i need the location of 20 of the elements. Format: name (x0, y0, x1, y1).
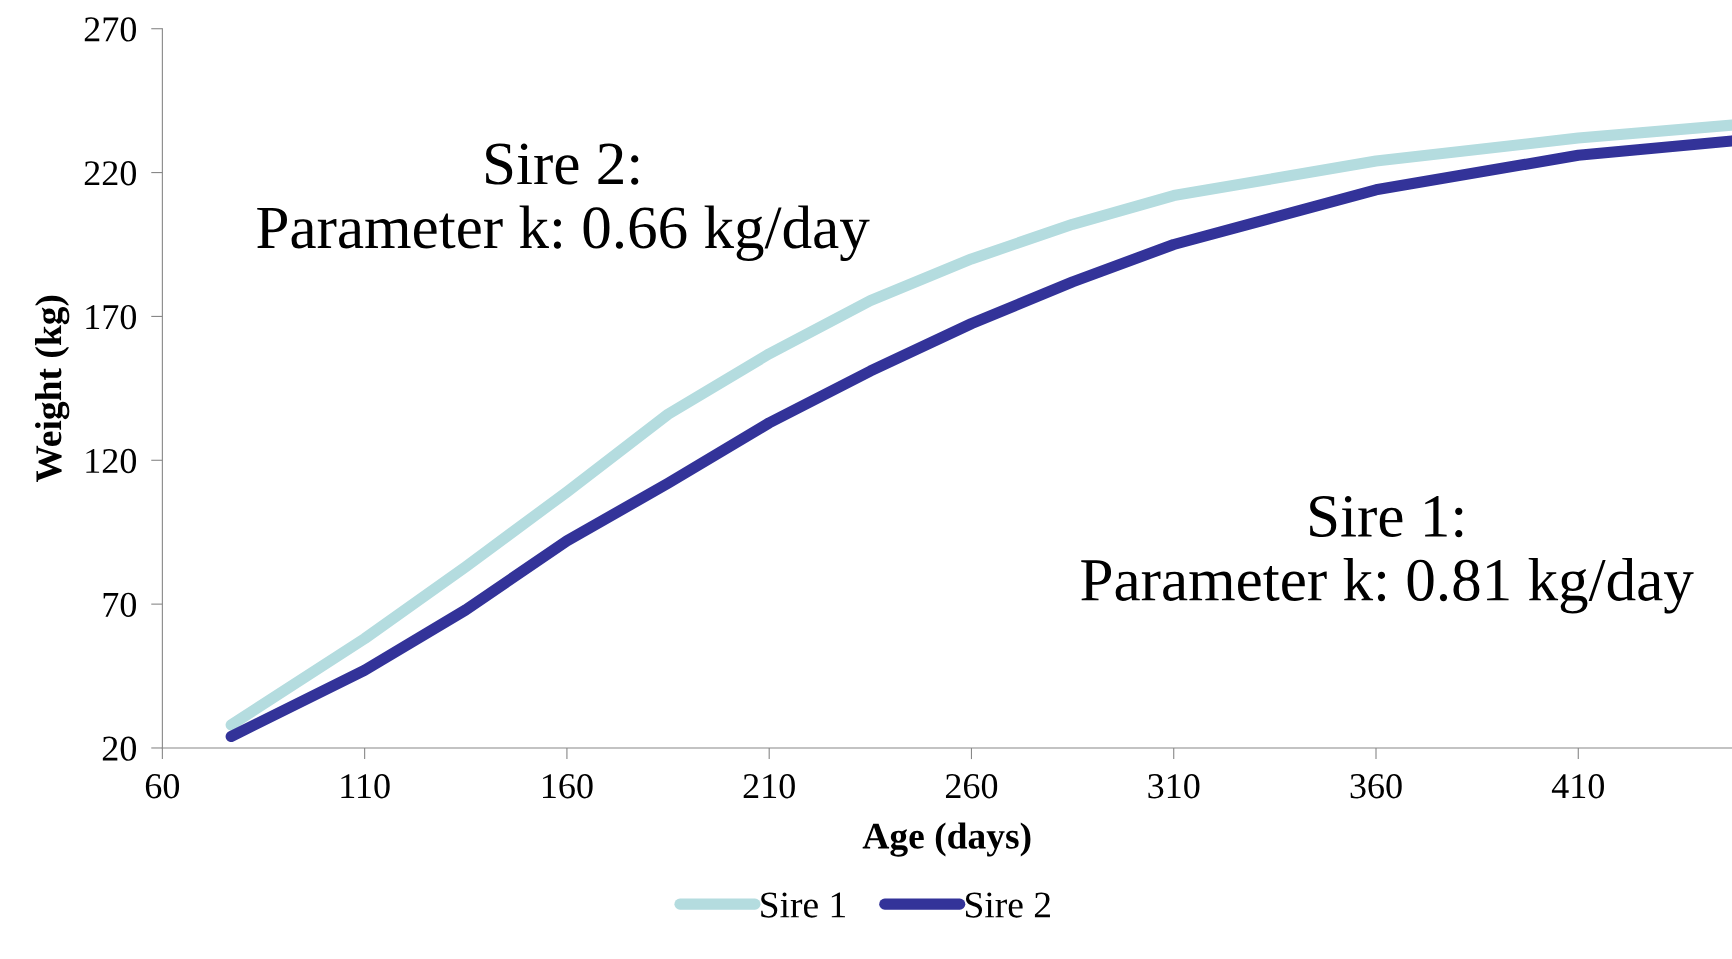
x-tick-label: 410 (1551, 774, 1604, 799)
x-tick-label: 160 (543, 774, 593, 799)
x-tick-label: 360 (1350, 774, 1402, 799)
annotation: Sire 1: Parameter k: 0.81 kg/day (1081, 495, 1694, 614)
y-tick-label: 220 (84, 161, 136, 186)
x-tick-label: 310 (1148, 774, 1200, 799)
legend-label: Sire 1 (761, 892, 845, 918)
x-tick-label: 60 (145, 774, 180, 799)
y-tick-label: 170 (86, 304, 136, 330)
x-tick-label: 210 (743, 774, 795, 799)
annotation: Sire 2: Parameter k: 0.66 kg/day (257, 143, 870, 262)
x-axis-title: Age (days) (862, 822, 1031, 857)
y-tick-label: 120 (86, 448, 136, 474)
x-tick-label: 260 (945, 774, 998, 799)
y-tick-label: 20 (102, 736, 136, 761)
y-tick-label: 270 (84, 17, 136, 42)
y-tick-label: 70 (103, 592, 136, 618)
y-axis-title: Weight (kg) (35, 295, 70, 483)
x-tick-label: 110 (341, 774, 390, 799)
legend-label: Sire 2 (966, 892, 1050, 918)
